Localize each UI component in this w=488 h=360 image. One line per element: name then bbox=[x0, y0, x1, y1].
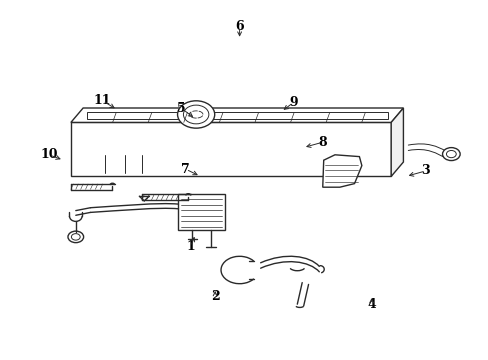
Text: 2: 2 bbox=[210, 291, 219, 303]
Text: 8: 8 bbox=[318, 136, 326, 149]
Text: 9: 9 bbox=[288, 96, 297, 109]
Circle shape bbox=[183, 105, 208, 124]
Text: 5: 5 bbox=[176, 102, 185, 114]
FancyBboxPatch shape bbox=[71, 122, 390, 176]
Circle shape bbox=[68, 231, 83, 243]
Polygon shape bbox=[87, 112, 386, 119]
FancyBboxPatch shape bbox=[178, 194, 224, 230]
Text: 7: 7 bbox=[181, 163, 190, 176]
Circle shape bbox=[442, 148, 459, 161]
Polygon shape bbox=[322, 155, 361, 187]
Circle shape bbox=[446, 150, 455, 158]
Text: 3: 3 bbox=[420, 165, 429, 177]
Text: 6: 6 bbox=[235, 21, 244, 33]
Polygon shape bbox=[390, 108, 403, 176]
Circle shape bbox=[71, 234, 80, 240]
Text: 10: 10 bbox=[40, 148, 58, 161]
Circle shape bbox=[177, 101, 214, 128]
Polygon shape bbox=[71, 108, 403, 122]
Text: 11: 11 bbox=[94, 94, 111, 107]
Text: 4: 4 bbox=[366, 298, 375, 311]
Text: 1: 1 bbox=[186, 240, 195, 253]
